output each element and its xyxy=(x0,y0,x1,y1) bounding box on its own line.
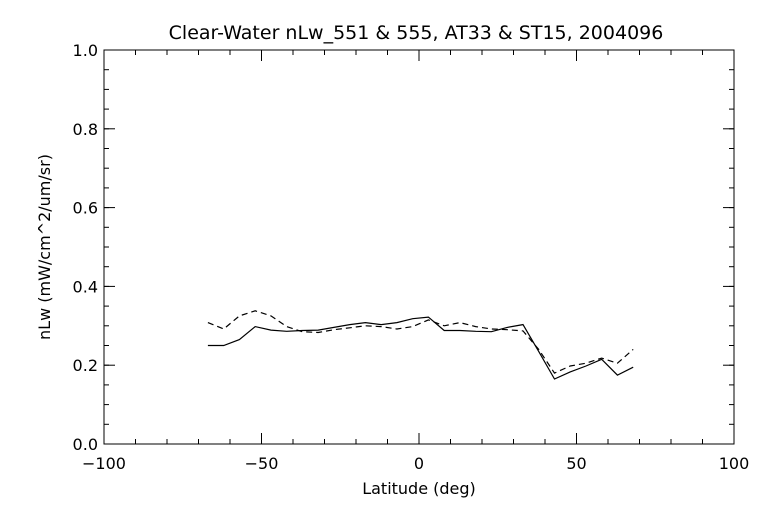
x-tick-label: −100 xyxy=(82,454,126,473)
y-tick-label: 0.2 xyxy=(73,356,98,375)
series-line-solid xyxy=(207,316,634,380)
y-tick-label: 0.8 xyxy=(73,120,98,139)
plot-frame xyxy=(103,49,735,445)
axis-tick-labels: −100 −50 0 50 100 0.0 0.2 0.4 0.6 0.8 1.0 xyxy=(73,41,750,473)
x-tick-label: 100 xyxy=(719,454,750,473)
y-tick-label: 0.0 xyxy=(73,435,98,454)
y-tick-label: 1.0 xyxy=(73,41,98,60)
y-axis-label: nLw (mW/cm^2/um/sr) xyxy=(35,154,54,340)
series-layer xyxy=(207,310,634,380)
y-tick-label: 0.6 xyxy=(73,199,98,218)
axis-ticks xyxy=(103,49,735,445)
x-tick-label: 50 xyxy=(566,454,586,473)
chart-title: Clear-Water nLw_551 & 555, AT33 & ST15, … xyxy=(169,22,664,44)
x-axis-label: Latitude (deg) xyxy=(362,479,476,498)
x-tick-label: −50 xyxy=(245,454,279,473)
x-tick-label: 0 xyxy=(414,454,424,473)
series-line-dashed xyxy=(207,310,634,374)
y-tick-label: 0.4 xyxy=(73,277,98,296)
